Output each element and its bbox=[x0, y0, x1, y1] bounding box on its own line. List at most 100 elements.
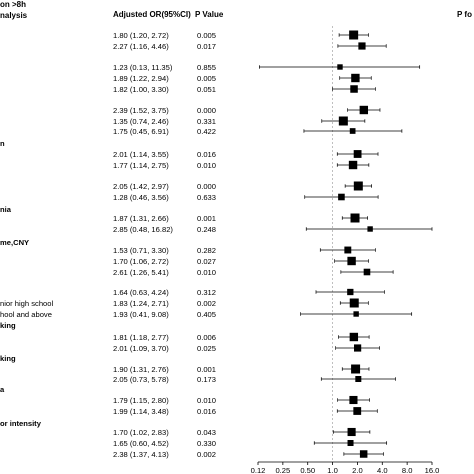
or-point-marker bbox=[349, 332, 359, 342]
or-ci-text: 1.90 (1.31, 2.76) bbox=[113, 364, 169, 374]
or-point-marker bbox=[355, 376, 362, 382]
or-point-marker bbox=[338, 116, 348, 126]
or-column-header: Adjusted OR(95%CI) bbox=[113, 10, 191, 19]
or-point-marker bbox=[349, 298, 359, 308]
or-point-marker bbox=[351, 364, 361, 374]
or-point-marker bbox=[350, 85, 358, 93]
or-ci-text: 1.28 (0.46, 3.56) bbox=[113, 192, 169, 202]
or-ci-text: 2.27 (1.16, 4.46) bbox=[113, 41, 169, 51]
p-value-text: 0.331 bbox=[197, 116, 217, 126]
or-ci-text: 1.70 (1.06, 2.72) bbox=[113, 256, 169, 266]
or-ci-text: 1.82 (1.00, 3.30) bbox=[113, 84, 169, 94]
x-tick-label: 0.50 bbox=[300, 466, 315, 474]
row-label: me,CNY bbox=[0, 237, 30, 247]
p-value-text: 0.633 bbox=[197, 192, 217, 202]
p-value-text: 0.010 bbox=[197, 160, 217, 170]
p-value-text: 0.002 bbox=[197, 449, 217, 459]
p-value-text: 0.002 bbox=[197, 298, 217, 308]
or-ci-text: 2.01 (1.09, 3.70) bbox=[113, 343, 169, 353]
or-point-marker bbox=[337, 64, 343, 70]
p-value-text: 0.051 bbox=[197, 84, 217, 94]
or-ci-text: 2.61 (1.26, 5.41) bbox=[113, 267, 169, 277]
p-value-text: 0.312 bbox=[197, 287, 217, 297]
p-value-text: 0.405 bbox=[197, 309, 217, 319]
p-value-text: 0.025 bbox=[197, 343, 217, 353]
or-ci-text: 1.64 (0.63, 4.24) bbox=[113, 287, 169, 297]
or-point-marker bbox=[351, 73, 360, 83]
row-label: king bbox=[0, 320, 16, 330]
or-ci-text: 2.38 (1.37, 4.13) bbox=[113, 449, 169, 459]
p-value-text: 0.010 bbox=[197, 395, 217, 405]
or-point-marker bbox=[347, 440, 354, 446]
or-ci-text: 1.83 (1.24, 2.71) bbox=[113, 298, 169, 308]
row-label: nia bbox=[0, 204, 11, 214]
p-value-text: 0.010 bbox=[197, 267, 217, 277]
p-value-text: 0.855 bbox=[197, 62, 217, 72]
or-point-marker bbox=[344, 246, 352, 254]
right-column-header: P fo bbox=[457, 10, 472, 19]
p-value-text: 0.005 bbox=[197, 30, 217, 40]
p-value-text: 0.330 bbox=[197, 438, 217, 448]
x-tick-label: 16.0 bbox=[425, 466, 440, 474]
or-point-marker bbox=[367, 226, 373, 232]
row-label: nior high school bbox=[0, 298, 54, 308]
p-value-text: 0.001 bbox=[197, 213, 217, 223]
or-ci-text: 2.05 (1.42, 2.97) bbox=[113, 181, 169, 191]
or-ci-text: 1.35 (0.74, 2.46) bbox=[113, 116, 169, 126]
row-label: n bbox=[0, 138, 5, 148]
p-value-text: 0.005 bbox=[197, 73, 217, 83]
or-ci-text: 1.93 (0.41, 9.08) bbox=[113, 309, 169, 319]
left-title-line2: nalysis bbox=[0, 11, 28, 20]
or-point-marker bbox=[353, 181, 363, 191]
p-value-text: 0.016 bbox=[197, 149, 217, 159]
row-label: hool and above bbox=[0, 309, 52, 319]
p-value-text: 0.043 bbox=[197, 427, 217, 437]
p-value-text: 0.001 bbox=[197, 364, 217, 374]
or-ci-text: 2.85 (0.48, 16.82) bbox=[113, 224, 173, 234]
p-value-text: 0.248 bbox=[197, 224, 217, 234]
p-value-text: 0.000 bbox=[197, 181, 217, 191]
or-ci-text: 1.89 (1.22, 2.94) bbox=[113, 73, 169, 83]
or-ci-text: 1.53 (0.71, 3.30) bbox=[113, 245, 169, 255]
or-ci-text: 1.75 (0.45, 6.91) bbox=[113, 126, 169, 136]
or-point-marker bbox=[353, 311, 359, 317]
x-tick-label: 0.12 bbox=[251, 466, 266, 474]
p-value-text: 0.000 bbox=[197, 105, 217, 115]
or-point-marker bbox=[359, 105, 369, 115]
row-label: a bbox=[0, 384, 5, 394]
or-ci-text: 1.77 (1.14, 2.75) bbox=[113, 160, 169, 170]
or-ci-text: 2.01 (1.14, 3.55) bbox=[113, 149, 169, 159]
p-value-text: 0.017 bbox=[197, 41, 217, 51]
or-point-marker bbox=[363, 268, 371, 276]
or-point-marker bbox=[347, 288, 354, 296]
or-point-marker bbox=[349, 30, 359, 40]
or-point-marker bbox=[353, 407, 362, 415]
p-value-text: 0.006 bbox=[197, 332, 217, 342]
p-value-text: 0.422 bbox=[197, 126, 217, 136]
p-value-text: 0.173 bbox=[197, 374, 217, 384]
p-value-text: 0.016 bbox=[197, 406, 217, 416]
or-ci-text: 2.05 (0.73, 5.78) bbox=[113, 374, 169, 384]
p-value-text: 0.282 bbox=[197, 245, 217, 255]
x-tick-label: 4.0 bbox=[377, 466, 388, 474]
row-label: king bbox=[0, 353, 16, 363]
or-point-marker bbox=[348, 160, 358, 170]
x-tick-label: 0.25 bbox=[275, 466, 290, 474]
or-ci-text: 1.80 (1.20, 2.72) bbox=[113, 30, 169, 40]
x-tick-label: 8.0 bbox=[402, 466, 413, 474]
left-title-line1: on >8h bbox=[0, 0, 27, 9]
or-point-marker bbox=[338, 193, 345, 201]
or-ci-text: 1.79 (1.15, 2.80) bbox=[113, 395, 169, 405]
or-point-marker bbox=[349, 128, 356, 134]
or-ci-text: 1.23 (0.13, 11.35) bbox=[113, 62, 173, 72]
or-point-marker bbox=[347, 256, 356, 266]
or-ci-text: 1.87 (1.31, 2.66) bbox=[113, 213, 169, 223]
or-point-marker bbox=[353, 150, 362, 158]
p-value-column-header: P Value bbox=[195, 10, 224, 19]
or-point-marker bbox=[347, 427, 356, 437]
or-point-marker bbox=[350, 213, 360, 223]
row-label: or intensity bbox=[0, 418, 41, 428]
or-point-marker bbox=[359, 450, 368, 458]
or-ci-text: 1.99 (1.14, 3.48) bbox=[113, 406, 169, 416]
